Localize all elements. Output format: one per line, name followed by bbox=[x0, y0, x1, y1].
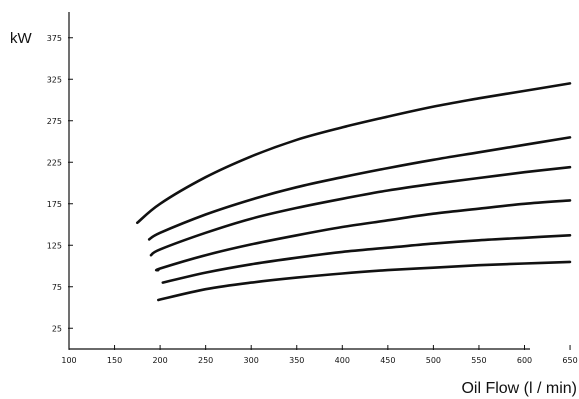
y-tick-label: 25 bbox=[52, 324, 62, 333]
axes bbox=[68, 12, 530, 350]
series-lines bbox=[136, 82, 572, 302]
series-line-703 bbox=[154, 199, 572, 272]
series-line-702 bbox=[161, 234, 572, 284]
x-tick-label: 400 bbox=[335, 356, 350, 365]
x-tick-label: 100 bbox=[61, 356, 76, 365]
tick-marks bbox=[68, 37, 571, 350]
x-tick-label: 550 bbox=[471, 356, 486, 365]
x-tick-label: 650 bbox=[562, 356, 577, 365]
x-tick-label: 350 bbox=[289, 356, 304, 365]
tick-labels: 25 75 125 175 225 275 325 375 100 150 200 250 300 350… bbox=[47, 34, 578, 365]
x-axis-title: Oil Flow (l / min) bbox=[461, 380, 577, 397]
x-tick-label: 500 bbox=[426, 356, 441, 365]
series-line-701 bbox=[157, 260, 572, 302]
x-tick-label: 450 bbox=[380, 356, 395, 365]
y-tick-label: 125 bbox=[47, 241, 62, 250]
x-tick-label: 600 bbox=[517, 356, 532, 365]
y-tick-label: 275 bbox=[47, 117, 62, 126]
y-tick-label: 375 bbox=[47, 34, 62, 43]
y-axis-title: kW bbox=[10, 30, 33, 47]
x-tick-label: 150 bbox=[107, 356, 122, 365]
x-tick-label: 250 bbox=[198, 356, 213, 365]
y-tick-label: 325 bbox=[47, 75, 62, 84]
y-tick-label: 175 bbox=[47, 200, 62, 209]
y-tick-label: 225 bbox=[47, 158, 62, 167]
series-line-705 bbox=[147, 136, 572, 241]
x-tick-label: 300 bbox=[244, 356, 259, 365]
series-line-704 bbox=[149, 165, 572, 257]
x-tick-label: 200 bbox=[152, 356, 167, 365]
y-tick-label: 75 bbox=[52, 283, 62, 292]
series-line-706 bbox=[136, 82, 572, 225]
